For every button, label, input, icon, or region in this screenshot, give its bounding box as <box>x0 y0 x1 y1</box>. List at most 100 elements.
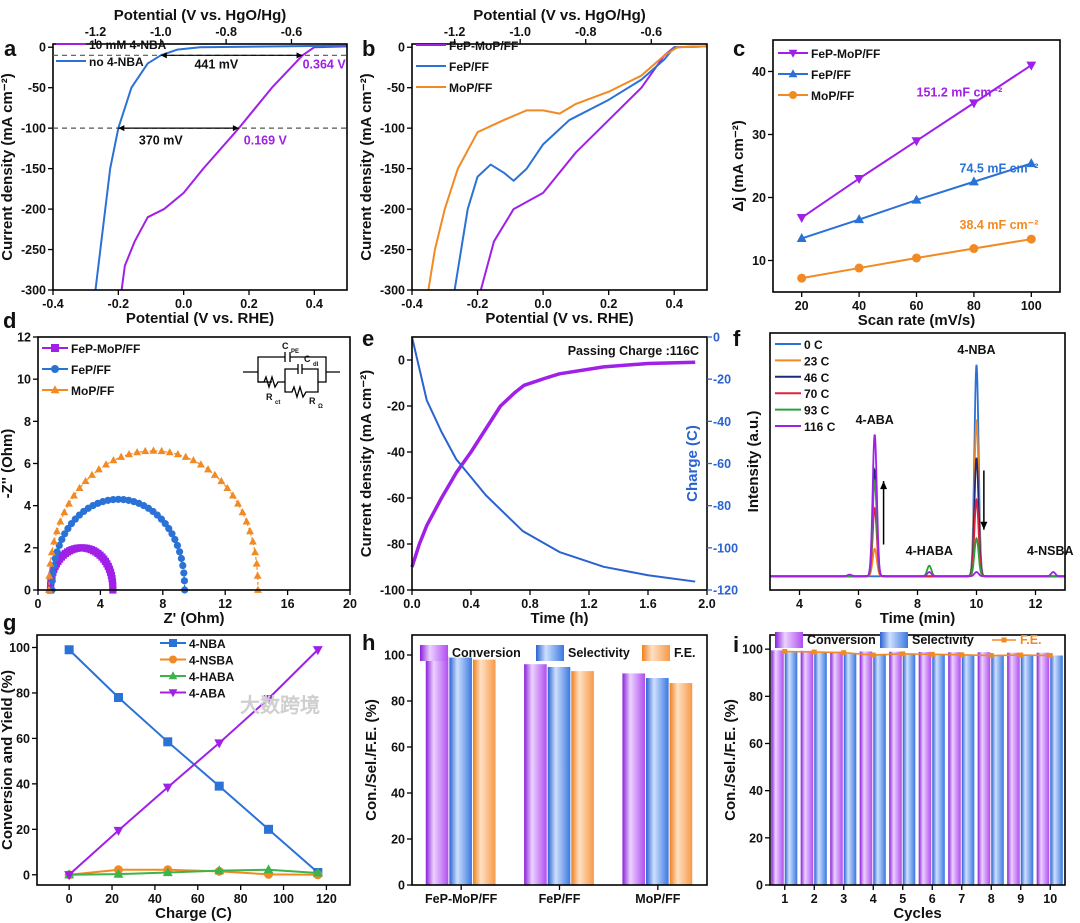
legend-swatch <box>880 632 908 648</box>
y-tick-label: 2 <box>24 541 31 555</box>
circle-marker <box>175 548 184 556</box>
circuit-wire <box>243 371 272 383</box>
x-tick-label: -0.4 <box>42 297 64 311</box>
triangle-down-marker <box>312 646 323 656</box>
x-axis-label: Potential (V vs. RHE) <box>126 310 274 327</box>
category-label: FeP/FF <box>539 892 581 906</box>
x-tick-label: 0 <box>66 892 73 906</box>
peak-label: 4-ABA <box>856 413 894 427</box>
legend-label: MoP/FF <box>449 81 492 95</box>
bar <box>1007 652 1020 885</box>
circle-marker <box>49 569 57 577</box>
series-conversion <box>425 656 646 885</box>
square-marker <box>108 578 117 586</box>
circle-marker <box>109 495 117 504</box>
square-marker <box>113 693 123 702</box>
square-marker <box>870 652 876 658</box>
circuit-wire <box>284 382 319 400</box>
x-tick-label: 0.4 <box>306 297 323 311</box>
triangle-marker <box>196 460 205 468</box>
watermark: 大数跨境 <box>240 693 320 717</box>
y-tick-label: 0 <box>756 879 763 893</box>
chart-panel-a: a -0.4 -0.2 0.0 0.2 0.4 0 -50 -100 -150 -200 -250 -3… <box>0 7 348 327</box>
y-tick-label: -150 <box>380 162 405 176</box>
bar <box>859 651 873 885</box>
bar <box>646 678 669 885</box>
circle-marker <box>789 91 797 99</box>
triangle-marker <box>102 460 110 468</box>
legend-label: FeP-MoP/FF <box>449 39 518 53</box>
peak-label: 4-NSBA <box>1027 544 1074 558</box>
triangle-down-marker <box>911 137 922 147</box>
square-marker <box>109 582 117 590</box>
triangle-down-marker <box>263 695 274 705</box>
series-line <box>69 868 318 876</box>
overpotential-label: 370 mV <box>139 133 183 147</box>
series-fep-ff <box>453 45 708 291</box>
triangle-marker <box>234 499 242 507</box>
y-axis-label: -Z'' (Ohm) <box>0 429 16 499</box>
y-axis-label: Con./Sel./F.E. (%) <box>363 699 380 821</box>
x-tick-label: 80 <box>234 892 248 906</box>
x2-tick-label: -1.2 <box>85 25 107 39</box>
x-axis-label: Cycles <box>893 905 941 922</box>
bar <box>771 650 784 885</box>
y-tick-label: -300 <box>380 284 405 298</box>
y-tick-label: -40 <box>387 446 405 460</box>
triangle-marker <box>109 456 118 464</box>
panel-letter: c <box>733 36 745 61</box>
circle-marker <box>171 535 179 544</box>
potential-label: 0.169 V <box>244 133 288 147</box>
bar <box>547 666 571 885</box>
series-4-aba <box>64 646 323 881</box>
series-line <box>410 360 696 568</box>
x-axis-label: Time (h) <box>530 610 588 627</box>
triangle-marker <box>56 517 65 525</box>
bar <box>961 655 975 885</box>
legend-swatch <box>536 645 564 661</box>
triangle-marker <box>204 465 213 473</box>
x2-axis-label: Potential (V vs. HgO/Hg) <box>473 7 646 24</box>
circle-marker <box>1026 234 1036 244</box>
square-marker <box>163 737 173 747</box>
triangle-marker <box>47 548 56 556</box>
circuit-label: R <box>309 396 316 406</box>
legend-label: Conversion <box>807 633 876 647</box>
x-tick-label: 40 <box>148 892 162 906</box>
triangle-marker <box>117 452 126 460</box>
category-label: 1 <box>781 892 788 906</box>
series-116-c <box>770 434 1065 578</box>
circle-marker <box>165 524 173 533</box>
triangle-marker <box>64 499 73 507</box>
y-tick-label: 12 <box>17 331 31 345</box>
triangle-marker <box>50 537 58 545</box>
series-line <box>51 498 186 591</box>
x2-tick-label: -0.6 <box>281 25 303 39</box>
x-tick-label: 100 <box>273 892 294 906</box>
peak-label: 4-HABA <box>906 544 953 558</box>
y-tick-label: 0 <box>398 879 405 893</box>
plot-area <box>64 645 323 881</box>
bar <box>669 683 693 885</box>
circuit-wire <box>257 356 285 372</box>
legend-swatch <box>775 632 803 648</box>
y2-tick-label: -20 <box>713 373 731 387</box>
y-tick-label: -80 <box>387 538 405 552</box>
x-tick-label: 40 <box>852 299 866 313</box>
x2-tick-label: -0.8 <box>575 25 597 39</box>
x-tick-label: 8 <box>159 597 166 611</box>
bar <box>918 651 932 885</box>
y-tick-label: -60 <box>387 492 405 506</box>
x-tick-label: 120 <box>316 892 337 906</box>
x-tick-label: 6 <box>855 597 862 611</box>
annotations: 151.2 mF cm⁻² 74.5 mF cm⁻² 38.4 mF cm⁻² <box>917 86 1039 232</box>
x-tick-label: 60 <box>191 892 205 906</box>
bar <box>873 653 886 885</box>
triangle-marker <box>1026 158 1037 168</box>
square-marker <box>1018 652 1024 658</box>
series-line <box>69 868 318 876</box>
triangle-marker <box>45 571 54 579</box>
series-line <box>68 649 319 876</box>
x2-axis-label: Potential (V vs. HgO/Hg) <box>114 7 287 24</box>
series-line <box>48 450 259 591</box>
